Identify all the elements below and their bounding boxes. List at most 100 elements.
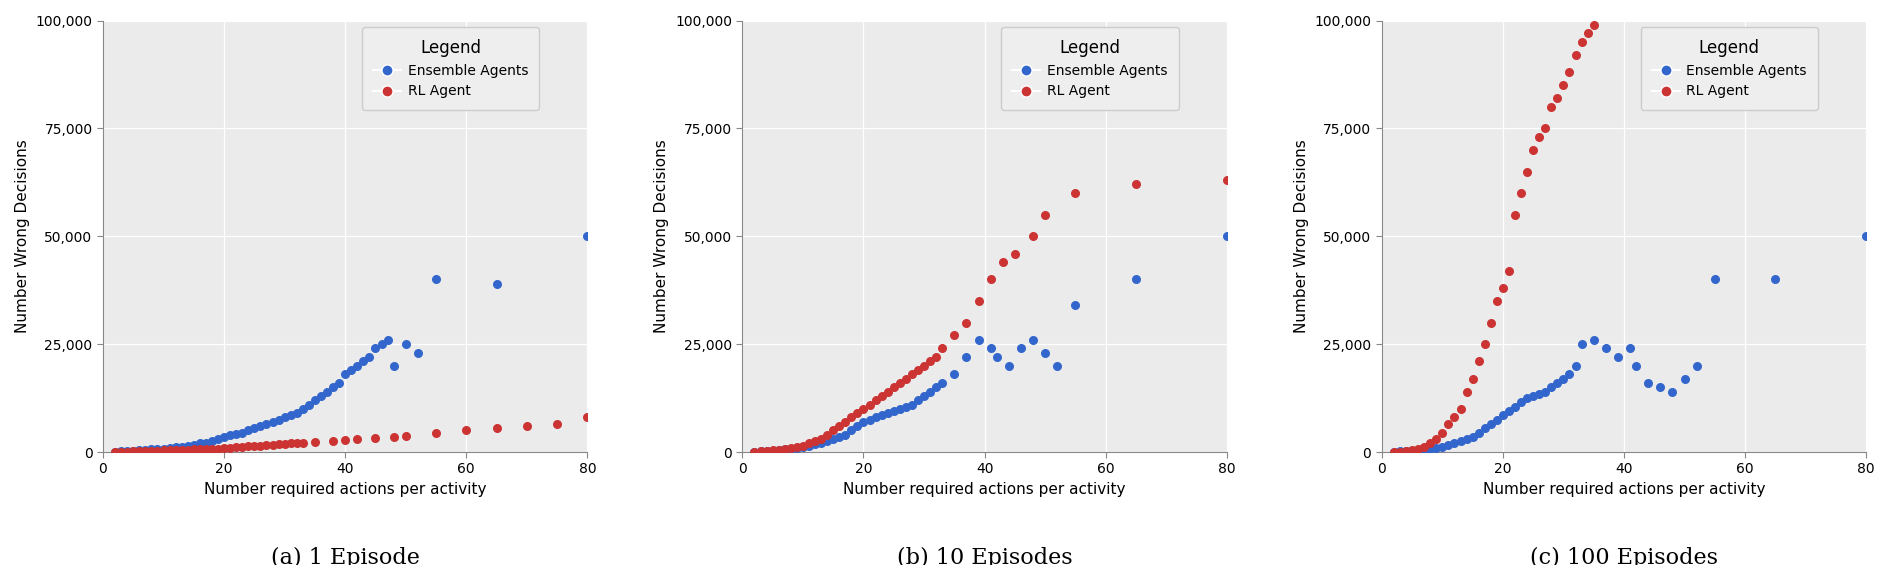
RL Agent xyxy=(1566,37,1596,46)
RL Agent xyxy=(963,297,994,306)
Ensemble Agents xyxy=(757,446,788,455)
RL Agent xyxy=(240,441,270,450)
RL Agent xyxy=(763,445,793,454)
Ensemble Agents xyxy=(884,405,914,414)
Ensemble Agents xyxy=(106,447,136,456)
RL Agent xyxy=(854,400,884,409)
Ensemble Agents xyxy=(482,279,512,288)
Ensemble Agents xyxy=(1402,446,1432,455)
Ensemble Agents xyxy=(1523,389,1553,398)
Ensemble Agents xyxy=(739,447,769,456)
Ensemble Agents xyxy=(829,430,859,439)
Ensemble Agents xyxy=(920,383,950,392)
Ensemble Agents xyxy=(1487,411,1517,420)
Ensemble Agents xyxy=(155,444,185,453)
RL Agent xyxy=(999,249,1030,258)
RL Agent xyxy=(1415,439,1445,448)
Ensemble Agents xyxy=(1018,335,1048,344)
RL Agent xyxy=(1523,132,1553,141)
Ensemble Agents xyxy=(1530,387,1560,396)
Ensemble Agents xyxy=(1759,275,1789,284)
RL Agent xyxy=(1506,189,1536,198)
Ensemble Agents xyxy=(336,366,366,375)
Ensemble Agents xyxy=(1385,447,1415,456)
Ensemble Agents xyxy=(895,400,926,409)
Ensemble Agents xyxy=(799,440,829,449)
Ensemble Agents xyxy=(166,442,196,451)
Ensemble Agents xyxy=(980,353,1011,362)
Ensemble Agents xyxy=(111,446,142,455)
Ensemble Agents xyxy=(752,446,782,455)
RL Agent xyxy=(482,424,512,433)
RL Agent xyxy=(300,437,331,446)
RL Agent xyxy=(884,379,914,388)
Ensemble Agents xyxy=(835,426,865,435)
Ensemble Agents xyxy=(1613,344,1643,353)
Ensemble Agents xyxy=(100,447,130,456)
Ensemble Agents xyxy=(227,428,257,437)
Ensemble Agents xyxy=(331,370,361,379)
Ensemble Agents xyxy=(125,446,155,455)
Ensemble Agents xyxy=(323,379,353,388)
RL Agent xyxy=(788,441,818,450)
RL Agent xyxy=(149,446,179,455)
RL Agent xyxy=(1511,167,1541,176)
Ensemble Agents xyxy=(903,396,933,405)
RL Agent xyxy=(903,366,933,375)
RL Agent xyxy=(769,445,799,454)
RL Agent xyxy=(818,426,848,435)
Ensemble Agents xyxy=(1005,344,1035,353)
Ensemble Agents xyxy=(1560,361,1591,370)
Ensemble Agents xyxy=(372,335,402,344)
RL Agent xyxy=(378,432,408,441)
X-axis label: Number required actions per activity: Number required actions per activity xyxy=(1483,482,1764,497)
RL Agent xyxy=(744,447,774,456)
Ensemble Agents xyxy=(818,434,848,444)
RL Agent xyxy=(512,421,542,431)
Ensemble Agents xyxy=(1211,232,1241,241)
Ensemble Agents xyxy=(909,392,939,401)
Ensemble Agents xyxy=(1456,432,1487,441)
RL Agent xyxy=(1439,413,1470,422)
Ensemble Agents xyxy=(232,426,263,435)
Ensemble Agents xyxy=(788,442,818,451)
Ensemble Agents xyxy=(251,419,281,428)
Ensemble Agents xyxy=(939,370,969,379)
Ensemble Agents xyxy=(744,447,774,456)
Ensemble Agents xyxy=(914,387,944,396)
RL Agent xyxy=(988,258,1018,267)
RL Agent xyxy=(1379,447,1409,457)
Ensemble Agents xyxy=(572,232,603,241)
Ensemble Agents xyxy=(1506,398,1536,407)
RL Agent xyxy=(927,344,958,353)
Ensemble Agents xyxy=(293,400,323,409)
RL Agent xyxy=(1060,189,1090,198)
Ensemble Agents xyxy=(1668,374,1698,383)
RL Agent xyxy=(191,445,221,454)
Ensemble Agents xyxy=(782,443,812,452)
Ensemble Agents xyxy=(287,405,317,414)
Ensemble Agents xyxy=(1698,275,1728,284)
Ensemble Agents xyxy=(196,437,227,446)
Ensemble Agents xyxy=(215,430,246,439)
RL Agent xyxy=(317,436,348,445)
RL Agent xyxy=(161,446,191,455)
RL Agent xyxy=(950,318,980,327)
Ensemble Agents xyxy=(306,392,336,401)
Ensemble Agents xyxy=(1657,387,1687,396)
RL Agent xyxy=(812,430,842,439)
Ensemble Agents xyxy=(246,421,276,431)
RL Agent xyxy=(1492,266,1523,275)
RL Agent xyxy=(179,445,210,454)
RL Agent xyxy=(848,405,878,414)
RL Agent xyxy=(1030,210,1060,219)
Ensemble Agents xyxy=(185,439,215,448)
RL Agent xyxy=(1553,68,1583,77)
Ensemble Agents xyxy=(1481,415,1511,424)
Ensemble Agents xyxy=(878,406,909,415)
Y-axis label: Number Wrong Decisions: Number Wrong Decisions xyxy=(654,140,669,333)
Ensemble Agents xyxy=(191,438,221,447)
RL Agent xyxy=(111,447,142,456)
Y-axis label: Number Wrong Decisions: Number Wrong Decisions xyxy=(15,140,30,333)
Text: (b) 10 Episodes: (b) 10 Episodes xyxy=(895,547,1071,565)
